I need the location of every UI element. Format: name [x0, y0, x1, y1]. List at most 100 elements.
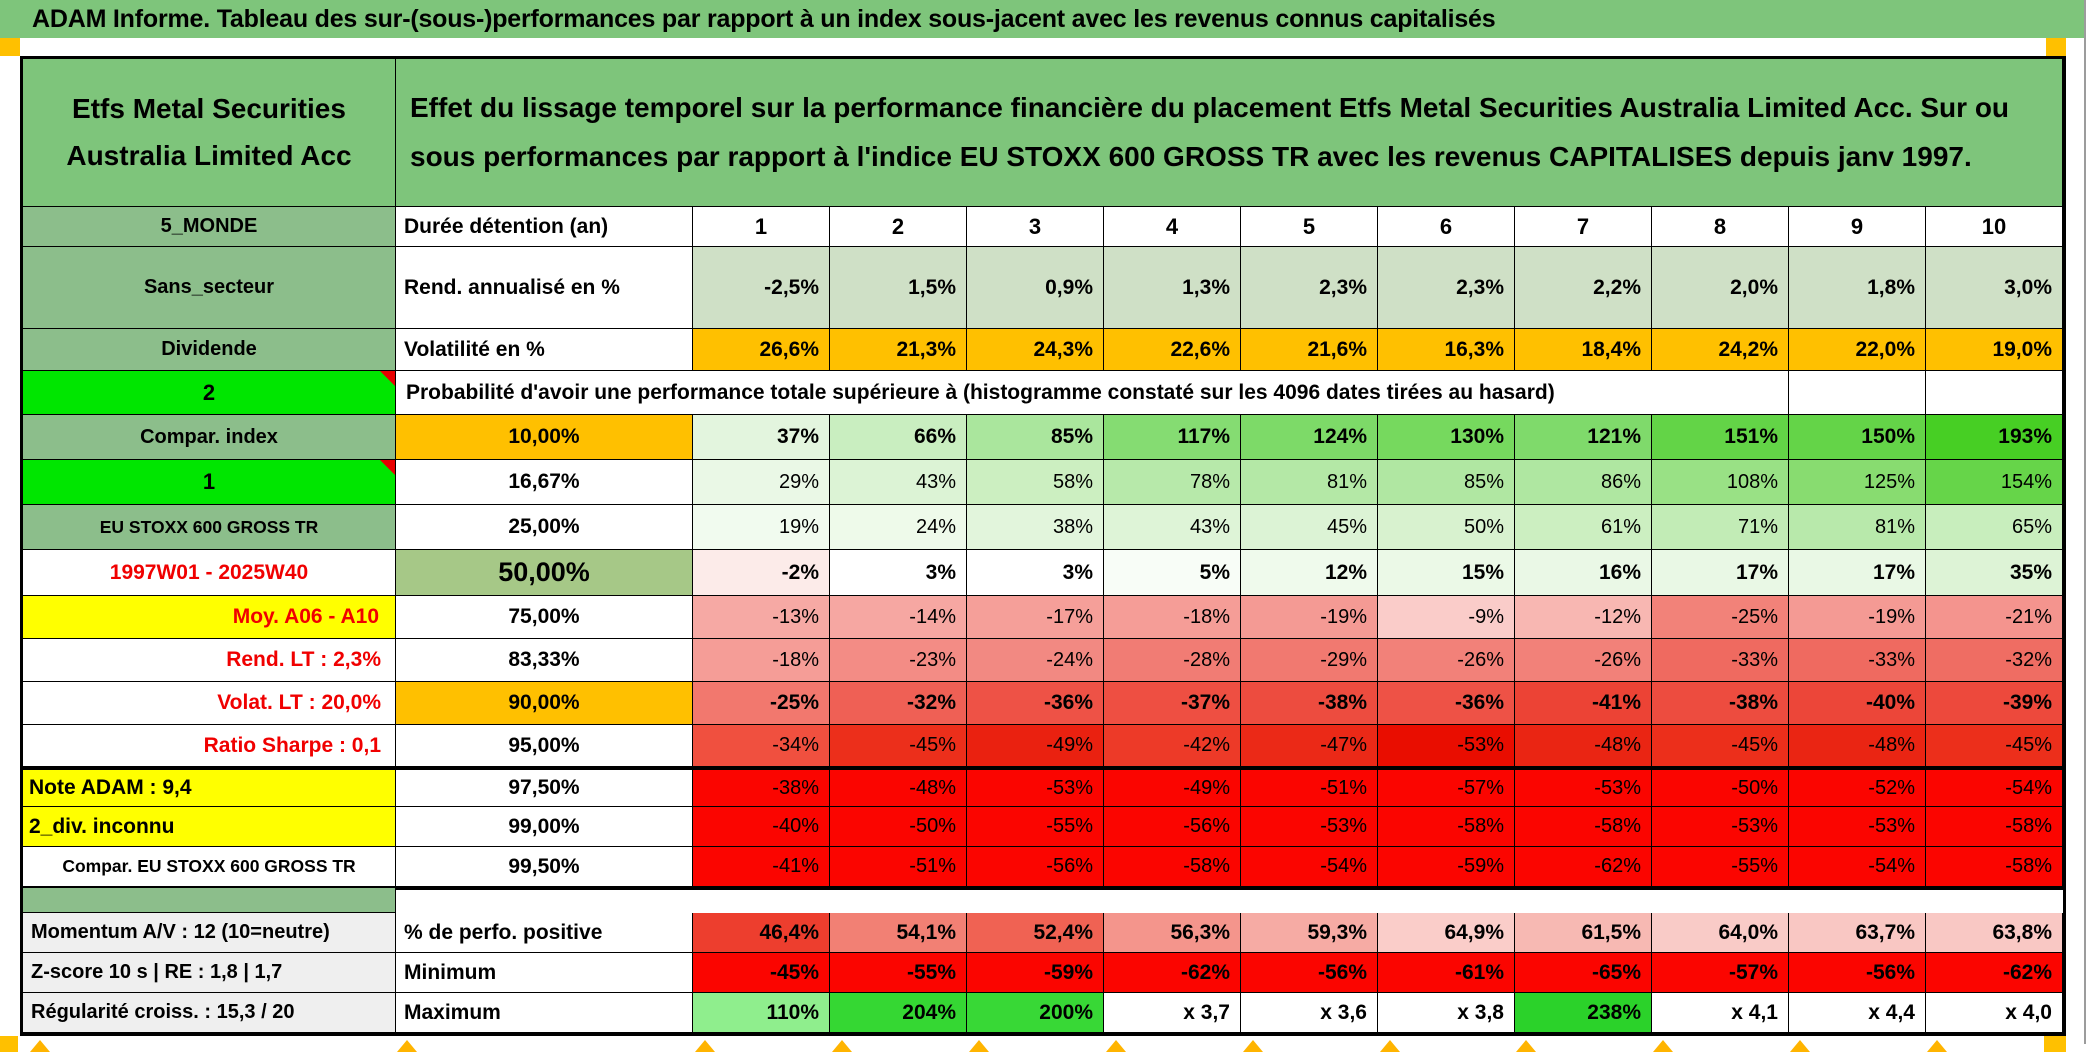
data-cell-p995-y10[interactable]: -58%	[1926, 847, 2063, 887]
data-cell-minimum-y6[interactable]: -61%	[1378, 953, 1515, 993]
data-cell-p25-y2[interactable]: 24%	[830, 505, 967, 550]
column-header-1[interactable]: 1	[693, 207, 830, 247]
data-cell-p95-y9[interactable]: -48%	[1789, 725, 1926, 767]
data-cell-p75-y3[interactable]: -17%	[967, 596, 1104, 639]
data-cell-rend-annualise-y4[interactable]: 1,3%	[1104, 247, 1241, 329]
data-cell-p1667-y2[interactable]: 43%	[830, 460, 967, 505]
data-cell-p975-y5[interactable]: -51%	[1241, 767, 1378, 807]
data-cell-p1667-y4[interactable]: 78%	[1104, 460, 1241, 505]
data-cell-p75-y9[interactable]: -19%	[1789, 596, 1926, 639]
data-cell-p995-y1[interactable]: -41%	[693, 847, 830, 887]
data-cell-minimum-y1[interactable]: -45%	[693, 953, 830, 993]
data-cell-volatilite-y2[interactable]: 21,3%	[830, 329, 967, 371]
data-cell-p90-y1[interactable]: -25%	[693, 682, 830, 725]
data-cell-p8333-y5[interactable]: -29%	[1241, 639, 1378, 682]
data-cell-p95-y10[interactable]: -45%	[1926, 725, 2063, 767]
column-header-5[interactable]: 5	[1241, 207, 1378, 247]
data-cell-rend-annualise-y1[interactable]: -2,5%	[693, 247, 830, 329]
row-metric-perfo-positive[interactable]: % de perfo. positive	[396, 913, 693, 953]
data-cell-maximum-y5[interactable]: x 3,6	[1241, 993, 1378, 1033]
data-cell-p90-y8[interactable]: -38%	[1652, 682, 1789, 725]
data-cell-p50-y8[interactable]: 17%	[1652, 550, 1789, 596]
row-label-volatilite[interactable]: Dividende	[23, 329, 396, 371]
data-cell-p8333-y3[interactable]: -24%	[967, 639, 1104, 682]
data-cell-p8333-y1[interactable]: -18%	[693, 639, 830, 682]
data-cell-p995-y3[interactable]: -56%	[967, 847, 1104, 887]
row-label-proba-header[interactable]: 2	[23, 371, 396, 415]
row-metric-p50[interactable]: 50,00%	[396, 550, 693, 596]
data-cell-p95-y3[interactable]: -49%	[967, 725, 1104, 767]
row-label-p1667[interactable]: 1	[23, 460, 396, 505]
data-cell-p975-y4[interactable]: -49%	[1104, 767, 1241, 807]
data-cell-minimum-y10[interactable]: -62%	[1926, 953, 2063, 993]
data-cell-p1667-y6[interactable]: 85%	[1378, 460, 1515, 505]
row-label-duree[interactable]: 5_MONDE	[23, 207, 396, 247]
data-cell-maximum-y2[interactable]: 204%	[830, 993, 967, 1033]
data-cell-p90-y5[interactable]: -38%	[1241, 682, 1378, 725]
column-header-9[interactable]: 9	[1789, 207, 1926, 247]
data-cell-p995-y6[interactable]: -59%	[1378, 847, 1515, 887]
data-cell-minimum-y2[interactable]: -55%	[830, 953, 967, 993]
data-cell-p90-y4[interactable]: -37%	[1104, 682, 1241, 725]
data-cell-perfo-positive-y3[interactable]: 52,4%	[967, 913, 1104, 953]
data-cell-p95-y8[interactable]: -45%	[1652, 725, 1789, 767]
data-cell-p1667-y8[interactable]: 108%	[1652, 460, 1789, 505]
data-cell-maximum-y4[interactable]: x 3,7	[1104, 993, 1241, 1033]
data-cell-p99-y9[interactable]: -53%	[1789, 807, 1926, 847]
data-cell-p50-y2[interactable]: 3%	[830, 550, 967, 596]
row-label-p8333[interactable]: Rend. LT : 2,3%	[23, 639, 396, 682]
column-header-6[interactable]: 6	[1378, 207, 1515, 247]
data-cell-p8333-y9[interactable]: -33%	[1789, 639, 1926, 682]
data-cell-p1667-y10[interactable]: 154%	[1926, 460, 2063, 505]
data-cell-p50-y7[interactable]: 16%	[1515, 550, 1652, 596]
data-cell-p99-y1[interactable]: -40%	[693, 807, 830, 847]
data-cell-volatilite-y4[interactable]: 22,6%	[1104, 329, 1241, 371]
fund-name-cell[interactable]: Etfs Metal Securities Australia Limited …	[23, 59, 396, 207]
data-cell-p99-y3[interactable]: -55%	[967, 807, 1104, 847]
data-cell-p99-y5[interactable]: -53%	[1241, 807, 1378, 847]
data-cell-p1667-y5[interactable]: 81%	[1241, 460, 1378, 505]
data-cell-p50-y4[interactable]: 5%	[1104, 550, 1241, 596]
column-header-3[interactable]: 3	[967, 207, 1104, 247]
row-label-perfo-positive[interactable]: Momentum A/V : 12 (10=neutre)	[23, 913, 396, 953]
data-cell-p99-y2[interactable]: -50%	[830, 807, 967, 847]
data-cell-perfo-positive-y8[interactable]: 64,0%	[1652, 913, 1789, 953]
row-metric-p975[interactable]: 97,50%	[396, 767, 693, 807]
data-cell-p25-y5[interactable]: 45%	[1241, 505, 1378, 550]
data-cell-p25-y3[interactable]: 38%	[967, 505, 1104, 550]
data-cell-p25-y7[interactable]: 61%	[1515, 505, 1652, 550]
data-cell-perfo-positive-y4[interactable]: 56,3%	[1104, 913, 1241, 953]
data-cell-p75-y6[interactable]: -9%	[1378, 596, 1515, 639]
data-cell-p1667-y9[interactable]: 125%	[1789, 460, 1926, 505]
data-cell-p75-y4[interactable]: -18%	[1104, 596, 1241, 639]
data-cell-p95-y4[interactable]: -42%	[1104, 725, 1241, 767]
data-cell-p25-y6[interactable]: 50%	[1378, 505, 1515, 550]
description-cell[interactable]: Effet du lissage temporel sur la perform…	[396, 59, 2063, 207]
data-cell-p95-y1[interactable]: -34%	[693, 725, 830, 767]
data-cell-volatilite-y7[interactable]: 18,4%	[1515, 329, 1652, 371]
data-cell-p1667-y7[interactable]: 86%	[1515, 460, 1652, 505]
data-cell-maximum-y9[interactable]: x 4,4	[1789, 993, 1926, 1033]
data-cell-p975-y2[interactable]: -48%	[830, 767, 967, 807]
data-cell-p95-y2[interactable]: -45%	[830, 725, 967, 767]
data-cell-perfo-positive-y9[interactable]: 63,7%	[1789, 913, 1926, 953]
row-metric-rend-annualise[interactable]: Rend. annualisé en %	[396, 247, 693, 329]
data-cell-perfo-positive-y10[interactable]: 63,8%	[1926, 913, 2063, 953]
data-cell-maximum-y10[interactable]: x 4,0	[1926, 993, 2063, 1033]
row-label-minimum[interactable]: Z-score 10 s | RE : 1,8 | 1,7	[23, 953, 396, 993]
data-cell-minimum-y4[interactable]: -62%	[1104, 953, 1241, 993]
row-metric-p1667[interactable]: 16,67%	[396, 460, 693, 505]
data-cell-maximum-y7[interactable]: 238%	[1515, 993, 1652, 1033]
data-cell-p75-y2[interactable]: -14%	[830, 596, 967, 639]
data-cell-p25-y10[interactable]: 65%	[1926, 505, 2063, 550]
data-cell-p995-y4[interactable]: -58%	[1104, 847, 1241, 887]
data-cell-volatilite-y1[interactable]: 26,6%	[693, 329, 830, 371]
data-cell-p50-y5[interactable]: 12%	[1241, 550, 1378, 596]
data-cell-p90-y6[interactable]: -36%	[1378, 682, 1515, 725]
data-cell-maximum-y3[interactable]: 200%	[967, 993, 1104, 1033]
data-cell-p90-y9[interactable]: -40%	[1789, 682, 1926, 725]
data-cell-p995-y9[interactable]: -54%	[1789, 847, 1926, 887]
data-cell-p99-y8[interactable]: -53%	[1652, 807, 1789, 847]
column-header-10[interactable]: 10	[1926, 207, 2063, 247]
data-cell-perfo-positive-y6[interactable]: 64,9%	[1378, 913, 1515, 953]
